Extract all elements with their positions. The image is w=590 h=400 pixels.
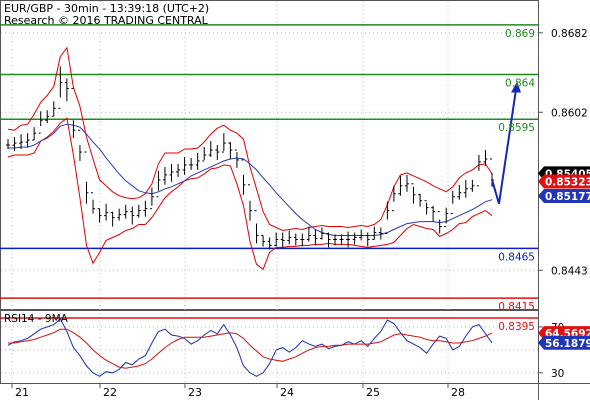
forecast-arrow-line: [491, 89, 517, 204]
price-tag-label: 0.85177: [545, 191, 590, 203]
level-label: 0.8395: [498, 321, 535, 333]
x-axis-tick-label: 24: [280, 386, 294, 399]
bollinger-upper-line: [7, 46, 493, 232]
rsi-line: [7, 318, 493, 377]
level-label: 0.8595: [498, 122, 535, 134]
x-axis-tick-label: 22: [103, 386, 117, 399]
price-tag-label: 0.85323: [545, 177, 590, 189]
bollinger-lower-line: [7, 117, 493, 271]
main-panel-frame: [0, 0, 539, 310]
header-copyright: Research © 2016 TRADING CENTRAL: [4, 14, 209, 27]
rsi-value-tag-label: 56.1879: [545, 338, 590, 350]
header-title: EUR/GBP - 30min - 13:39:18 (UTC+2): [4, 2, 209, 15]
price-tag-bg: [538, 174, 590, 189]
moving-average-line: [8, 123, 493, 236]
level-label: 0.869: [505, 28, 535, 40]
level-label: 0.8415: [498, 301, 535, 313]
y-axis-tick-label: 0.8682: [551, 28, 588, 40]
x-axis-tick-label: 21: [15, 386, 29, 399]
y-axis-tick-label: 0.8602: [551, 107, 588, 119]
price-tag-bg: [538, 189, 590, 204]
rsi-ma-line: [8, 328, 493, 369]
rsi-panel-title: RSI14 - 9MA: [4, 313, 69, 325]
x-axis-tick-label: 23: [188, 386, 202, 399]
rsi-value-tag-bg: [538, 335, 590, 350]
y-axis-tick-label: 0.8443: [551, 265, 588, 277]
forecast-arrow-head: [511, 81, 521, 93]
x-axis-tick-label: 25: [366, 386, 380, 399]
x-axis-tick-label: 28: [451, 386, 465, 399]
rsi-axis-tick-label: 30: [551, 368, 564, 380]
level-label: 0.8465: [498, 251, 535, 263]
level-label: 0.864: [505, 78, 535, 90]
